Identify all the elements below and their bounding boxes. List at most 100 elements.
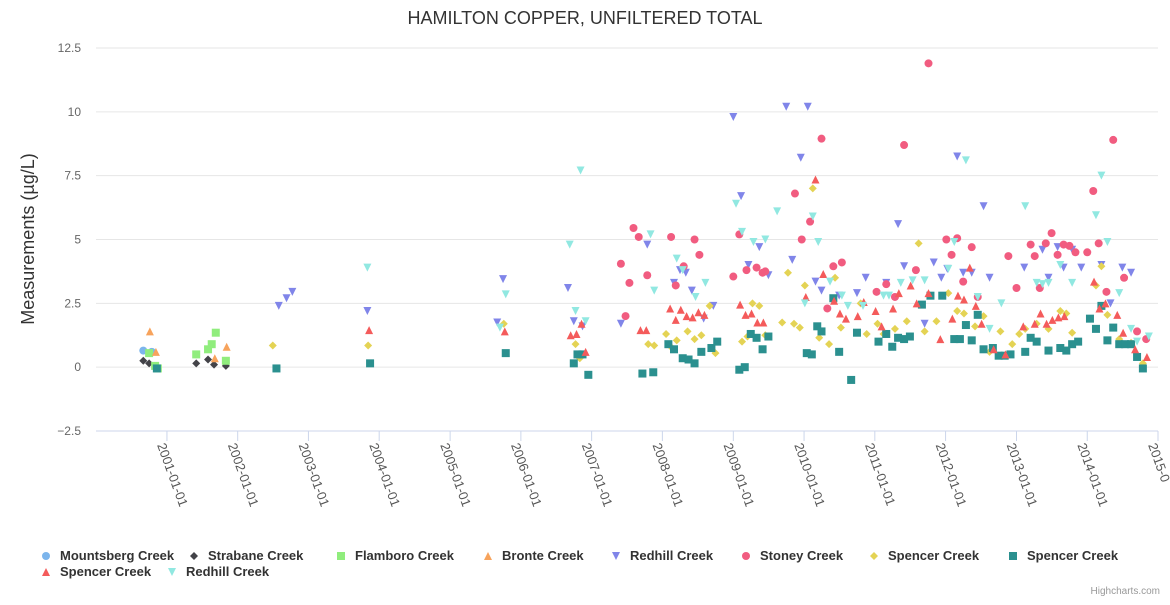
data-point[interactable]	[707, 344, 716, 353]
data-point[interactable]	[817, 327, 826, 336]
data-point[interactable]	[222, 342, 231, 351]
data-point[interactable]	[738, 227, 747, 236]
data-point[interactable]	[977, 319, 986, 328]
data-point[interactable]	[830, 296, 839, 305]
data-point[interactable]	[944, 289, 953, 298]
data-point[interactable]	[501, 290, 510, 299]
data-point[interactable]	[811, 175, 820, 184]
data-point[interactable]	[1021, 347, 1030, 356]
data-point[interactable]	[629, 224, 638, 233]
data-point[interactable]	[643, 240, 652, 249]
data-point[interactable]	[204, 355, 213, 364]
legend-item[interactable]: Stoney Creek	[742, 548, 844, 563]
data-point[interactable]	[882, 329, 891, 338]
data-point[interactable]	[759, 318, 768, 327]
data-point[interactable]	[1120, 273, 1129, 282]
data-point[interactable]	[694, 308, 703, 317]
data-point[interactable]	[973, 310, 982, 319]
data-point[interactable]	[1032, 337, 1041, 346]
data-point[interactable]	[879, 291, 888, 300]
data-point[interactable]	[843, 301, 852, 310]
data-point[interactable]	[1133, 352, 1142, 361]
data-point[interactable]	[729, 112, 738, 121]
data-point[interactable]	[1090, 277, 1099, 286]
data-point[interactable]	[862, 329, 871, 338]
data-point[interactable]	[989, 345, 998, 354]
data-point[interactable]	[795, 323, 804, 332]
data-point[interactable]	[1074, 337, 1083, 346]
data-point[interactable]	[790, 189, 799, 198]
data-point[interactable]	[697, 347, 706, 356]
data-point[interactable]	[697, 331, 706, 340]
data-point[interactable]	[801, 292, 810, 301]
data-point[interactable]	[1089, 186, 1098, 195]
data-point[interactable]	[646, 230, 655, 239]
data-point[interactable]	[965, 263, 974, 272]
legend-item[interactable]: Spencer Creek	[1009, 548, 1119, 563]
data-point[interactable]	[581, 347, 590, 356]
data-point[interactable]	[894, 333, 903, 342]
data-point[interactable]	[738, 337, 747, 346]
data-point[interactable]	[1094, 239, 1103, 248]
data-point[interactable]	[884, 291, 893, 300]
data-point[interactable]	[682, 312, 691, 321]
data-point[interactable]	[752, 333, 761, 342]
data-point[interactable]	[1038, 245, 1047, 254]
data-point[interactable]	[1091, 324, 1100, 333]
data-point[interactable]	[671, 315, 680, 324]
data-point[interactable]	[642, 326, 651, 335]
data-point[interactable]	[985, 273, 994, 282]
data-point[interactable]	[1106, 299, 1115, 308]
data-point[interactable]	[1026, 333, 1035, 342]
data-point[interactable]	[672, 254, 681, 263]
data-point[interactable]	[744, 261, 753, 270]
data-point[interactable]	[961, 156, 970, 165]
data-point[interactable]	[959, 295, 968, 304]
data-point[interactable]	[761, 235, 770, 244]
data-point[interactable]	[858, 301, 867, 310]
data-point[interactable]	[1097, 262, 1106, 271]
data-point[interactable]	[662, 329, 671, 338]
data-point[interactable]	[690, 359, 699, 368]
data-point[interactable]	[499, 275, 508, 284]
data-point[interactable]	[577, 319, 586, 328]
data-point[interactable]	[1103, 238, 1112, 247]
data-point[interactable]	[971, 301, 980, 310]
data-point[interactable]	[563, 284, 572, 293]
legend-item[interactable]: Redhill Creek	[168, 564, 270, 579]
data-point[interactable]	[920, 327, 929, 336]
data-point[interactable]	[1077, 263, 1086, 272]
data-point[interactable]	[1020, 263, 1029, 272]
data-point[interactable]	[1041, 239, 1050, 248]
data-point[interactable]	[971, 322, 980, 331]
data-point[interactable]	[145, 359, 154, 368]
data-point[interactable]	[973, 292, 982, 301]
data-point[interactable]	[671, 281, 680, 290]
data-point[interactable]	[616, 319, 625, 328]
legend-symbol[interactable]	[42, 568, 50, 576]
legend-item[interactable]: Redhill Creek	[612, 548, 714, 563]
data-point[interactable]	[700, 310, 709, 319]
legend-item[interactable]: Flamboro Creek	[337, 548, 455, 563]
data-point[interactable]	[741, 310, 750, 319]
data-point[interactable]	[778, 318, 787, 327]
data-point[interactable]	[746, 329, 755, 338]
data-point[interactable]	[1056, 306, 1065, 315]
data-point[interactable]	[192, 359, 201, 368]
data-point[interactable]	[796, 153, 805, 162]
data-point[interactable]	[687, 286, 696, 295]
data-point[interactable]	[1019, 322, 1028, 331]
data-point[interactable]	[1102, 287, 1111, 296]
data-point[interactable]	[678, 354, 687, 363]
data-point[interactable]	[837, 291, 846, 300]
data-point[interactable]	[736, 300, 745, 309]
data-point[interactable]	[808, 212, 817, 221]
data-point[interactable]	[906, 281, 915, 290]
data-point[interactable]	[616, 259, 625, 268]
data-point[interactable]	[782, 102, 791, 111]
data-point[interactable]	[755, 301, 764, 310]
data-point[interactable]	[643, 271, 652, 280]
credits-link[interactable]: Highcharts.com	[1091, 586, 1160, 597]
data-point[interactable]	[621, 312, 630, 321]
data-point[interactable]	[920, 319, 929, 328]
